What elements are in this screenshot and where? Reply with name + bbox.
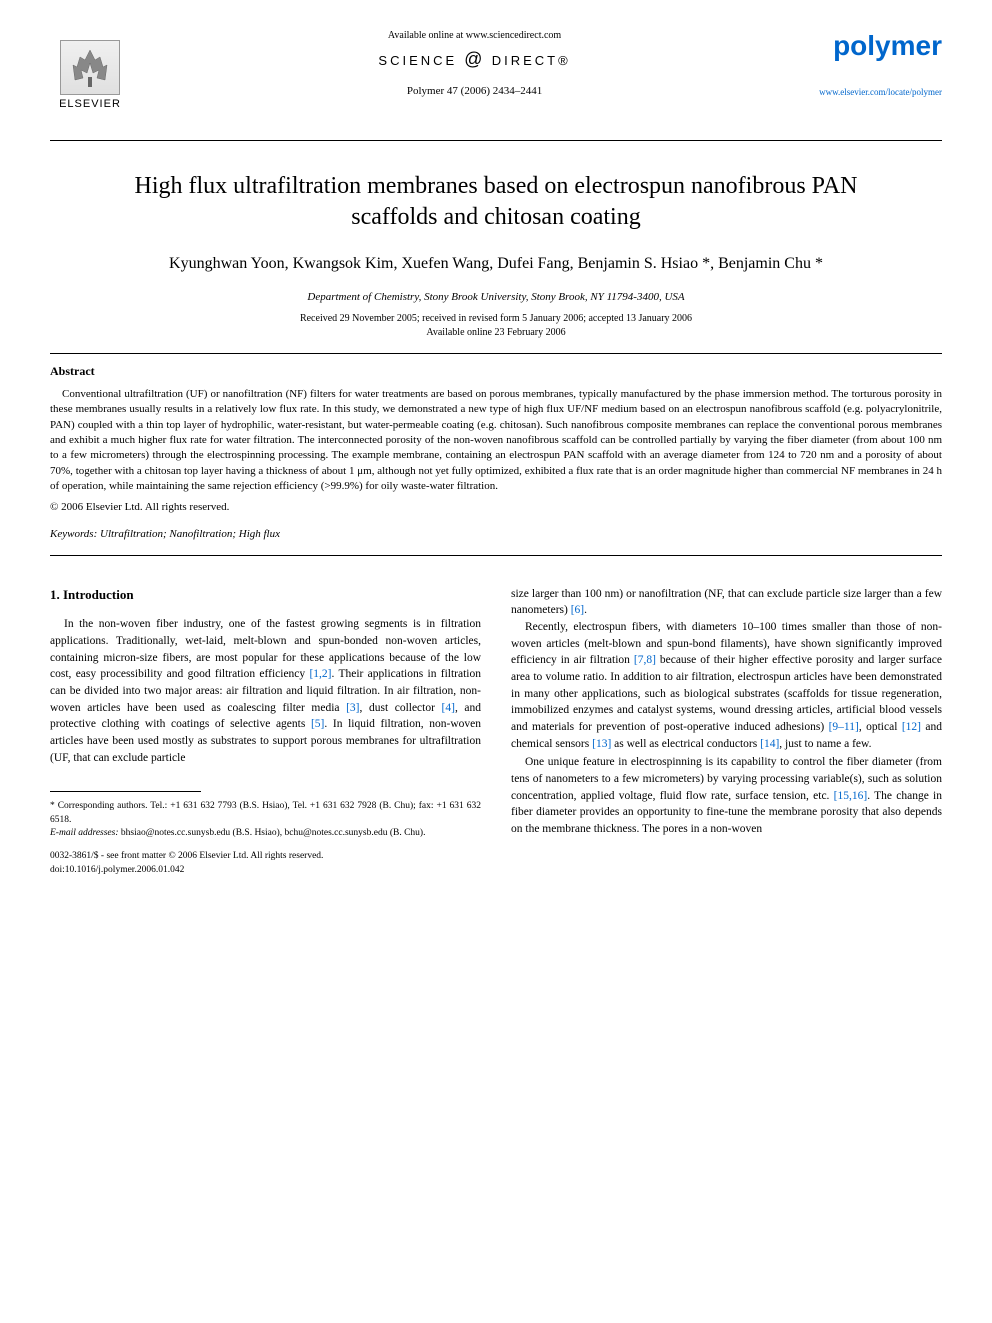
body-text: , dust collector [360,702,442,714]
body-text: , optical [859,721,902,733]
journal-logo-block: polymer www.elsevier.com/locate/polymer [819,30,942,97]
section-heading-intro: 1. Introduction [50,586,481,605]
right-column: size larger than 100 nm) or nanofiltrati… [511,586,942,877]
ref-link[interactable]: [14] [760,738,779,750]
ref-link[interactable]: [6] [571,604,584,616]
center-header: Available online at www.sciencedirect.co… [130,30,819,97]
intro-paragraph-1-cont: size larger than 100 nm) or nanofiltrati… [511,586,942,619]
intro-paragraph-1: In the non-woven fiber industry, one of … [50,616,481,766]
doi-footnote: doi:10.1016/j.polymer.2006.01.042 [50,864,481,877]
corresponding-author-note: * Corresponding authors. Tel.: +1 631 63… [50,800,481,827]
ref-link[interactable]: [9–11] [829,721,859,733]
science-direct-logo: SCIENCE @ DIRECT® [150,49,799,70]
email-label: E-mail addresses: [50,828,119,838]
keywords-text: Ultrafiltration; Nanofiltration; High fl… [97,528,280,540]
abstract-bottom-divider [50,555,942,556]
body-text: , just to name a few. [779,738,871,750]
keywords-label: Keywords: [50,528,97,540]
available-date: Available online 23 February 2006 [50,327,942,338]
ref-link[interactable]: [4] [442,702,455,714]
abstract-heading: Abstract [50,364,942,379]
article-title: High flux ultrafiltration membranes base… [110,171,882,233]
main-content: 1. Introduction In the non-woven fiber i… [50,586,942,877]
ref-link[interactable]: [5] [311,718,324,730]
abstract-top-divider [50,353,942,354]
intro-paragraph-2: Recently, electrospun fibers, with diame… [511,619,942,752]
issn-footnote: 0032-3861/$ - see front matter © 2006 El… [50,850,481,863]
intro-paragraph-3: One unique feature in electrospinning is… [511,754,942,837]
email-footnote: E-mail addresses: bhsiao@notes.cc.sunysb… [50,827,481,840]
sd-at-icon: @ [464,49,485,69]
keywords-line: Keywords: Ultrafiltration; Nanofiltratio… [50,528,942,540]
footnote-divider [50,791,201,792]
header-divider [50,140,942,141]
ref-link[interactable]: [13] [592,738,611,750]
sd-suffix: DIRECT® [492,53,571,68]
header-row: ELSEVIER Available online at www.science… [50,30,942,120]
publisher-name: ELSEVIER [59,98,121,110]
elsevier-tree-icon [60,40,120,95]
ref-link[interactable]: [15,16] [834,790,868,802]
body-text: . [584,604,587,616]
ref-link[interactable]: [12] [902,721,921,733]
ref-link[interactable]: [3] [346,702,359,714]
abstract-text: Conventional ultrafiltration (UF) or nan… [50,387,942,495]
authors-list: Kyunghwan Yoon, Kwangsok Kim, Xuefen Wan… [50,253,942,275]
journal-reference: Polymer 47 (2006) 2434–2441 [150,85,799,97]
available-online-text: Available online at www.sciencedirect.co… [150,30,799,41]
publisher-logo: ELSEVIER [50,30,130,120]
ref-link[interactable]: [1,2] [309,668,331,680]
affiliation: Department of Chemistry, Stony Brook Uni… [50,291,942,303]
email-text: bhsiao@notes.cc.sunysb.edu (B.S. Hsiao),… [119,828,426,838]
journal-url[interactable]: www.elsevier.com/locate/polymer [819,87,942,97]
received-dates: Received 29 November 2005; received in r… [50,313,942,324]
body-text: as well as electrical conductors [611,738,760,750]
left-column: 1. Introduction In the non-woven fiber i… [50,586,481,877]
journal-name: polymer [819,30,942,62]
sd-prefix: SCIENCE [378,53,457,68]
ref-link[interactable]: [7,8] [634,654,656,666]
abstract-copyright: © 2006 Elsevier Ltd. All rights reserved… [50,501,942,513]
